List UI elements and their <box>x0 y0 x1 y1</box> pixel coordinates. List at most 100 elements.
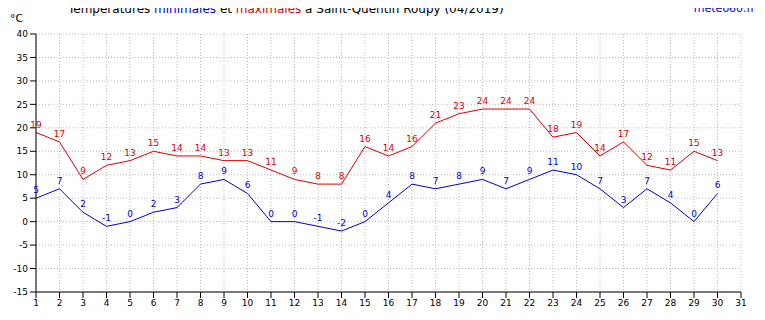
svg-text:21: 21 <box>430 110 441 120</box>
svg-text:3: 3 <box>174 195 180 205</box>
svg-text:19: 19 <box>453 298 465 308</box>
svg-text:24: 24 <box>571 298 583 308</box>
svg-text:8: 8 <box>198 298 204 308</box>
svg-text:4: 4 <box>668 190 674 200</box>
svg-text:7: 7 <box>174 298 180 308</box>
svg-text:14: 14 <box>594 143 606 153</box>
svg-text:17: 17 <box>54 129 65 139</box>
svg-text:-1: -1 <box>102 213 111 223</box>
svg-text:1: 1 <box>33 298 39 308</box>
svg-text:16: 16 <box>383 298 395 308</box>
svg-text:23: 23 <box>547 298 558 308</box>
svg-text:25: 25 <box>594 298 605 308</box>
svg-text:20: 20 <box>477 298 489 308</box>
svg-text:11: 11 <box>547 157 558 167</box>
svg-text:2: 2 <box>80 199 86 209</box>
svg-text:5: 5 <box>22 193 28 203</box>
svg-text:22: 22 <box>524 298 535 308</box>
svg-text:21: 21 <box>500 298 511 308</box>
svg-text:24: 24 <box>524 96 536 106</box>
svg-text:5: 5 <box>33 185 39 195</box>
svg-text:5: 5 <box>127 298 133 308</box>
svg-text:8: 8 <box>409 171 415 181</box>
svg-text:0: 0 <box>362 209 368 219</box>
svg-text:11: 11 <box>665 157 676 167</box>
svg-text:30: 30 <box>17 76 29 86</box>
svg-text:7: 7 <box>57 176 63 186</box>
svg-text:9: 9 <box>80 166 86 176</box>
svg-text:9: 9 <box>221 298 227 308</box>
svg-text:11: 11 <box>265 298 276 308</box>
svg-text:17: 17 <box>618 129 629 139</box>
svg-text:13: 13 <box>312 298 323 308</box>
svg-text:26: 26 <box>618 298 630 308</box>
svg-text:13: 13 <box>242 148 253 158</box>
svg-text:0: 0 <box>127 209 133 219</box>
svg-text:7: 7 <box>503 176 509 186</box>
svg-text:-15: -15 <box>13 287 28 297</box>
svg-text:4: 4 <box>386 190 392 200</box>
svg-text:14: 14 <box>195 143 207 153</box>
svg-text:29: 29 <box>688 298 700 308</box>
svg-text:0: 0 <box>691 209 697 219</box>
svg-text:-2: -2 <box>337 218 346 228</box>
svg-text:9: 9 <box>292 166 298 176</box>
svg-text:8: 8 <box>456 171 462 181</box>
svg-text:17: 17 <box>406 298 417 308</box>
svg-text:27: 27 <box>641 298 652 308</box>
svg-text:10: 10 <box>571 162 583 172</box>
svg-text:15: 15 <box>17 146 28 156</box>
svg-text:4: 4 <box>104 298 110 308</box>
svg-text:12: 12 <box>101 152 112 162</box>
svg-text:0: 0 <box>292 209 298 219</box>
svg-text:-10: -10 <box>13 264 28 274</box>
svg-text:11: 11 <box>265 157 276 167</box>
svg-text:12: 12 <box>289 298 300 308</box>
svg-text:3: 3 <box>80 298 86 308</box>
svg-text:18: 18 <box>430 298 442 308</box>
svg-text:7: 7 <box>644 176 650 186</box>
svg-text:14: 14 <box>336 298 348 308</box>
svg-text:9: 9 <box>527 166 533 176</box>
svg-text:0: 0 <box>268 209 274 219</box>
svg-text:2: 2 <box>57 298 63 308</box>
svg-text:10: 10 <box>17 170 29 180</box>
svg-text:30: 30 <box>712 298 724 308</box>
svg-text:12: 12 <box>641 152 652 162</box>
svg-text:18: 18 <box>547 124 559 134</box>
svg-text:7: 7 <box>433 176 439 186</box>
svg-text:24: 24 <box>500 96 512 106</box>
svg-text:23: 23 <box>453 101 464 111</box>
svg-text:14: 14 <box>383 143 395 153</box>
svg-text:3: 3 <box>621 195 627 205</box>
svg-text:28: 28 <box>665 298 677 308</box>
svg-text:19: 19 <box>30 120 42 130</box>
svg-text:8: 8 <box>339 171 345 181</box>
svg-text:20: 20 <box>17 123 29 133</box>
svg-text:40: 40 <box>17 29 29 39</box>
svg-text:8: 8 <box>315 171 321 181</box>
svg-text:13: 13 <box>124 148 135 158</box>
svg-text:16: 16 <box>406 134 418 144</box>
svg-text:16: 16 <box>359 134 371 144</box>
svg-text:9: 9 <box>221 166 227 176</box>
svg-text:19: 19 <box>571 120 583 130</box>
svg-text:6: 6 <box>715 180 721 190</box>
svg-text:15: 15 <box>148 138 159 148</box>
svg-text:24: 24 <box>477 96 489 106</box>
svg-text:2: 2 <box>151 199 157 209</box>
svg-text:25: 25 <box>17 100 28 110</box>
svg-text:14: 14 <box>171 143 183 153</box>
svg-text:13: 13 <box>712 148 723 158</box>
svg-text:10: 10 <box>242 298 254 308</box>
svg-text:13: 13 <box>218 148 229 158</box>
svg-text:6: 6 <box>245 180 251 190</box>
svg-text:6: 6 <box>151 298 157 308</box>
svg-text:7: 7 <box>597 176 603 186</box>
svg-text:15: 15 <box>359 298 370 308</box>
svg-text:9: 9 <box>480 166 486 176</box>
svg-text:35: 35 <box>17 53 28 63</box>
svg-text:8: 8 <box>198 171 204 181</box>
svg-text:-1: -1 <box>314 213 323 223</box>
svg-text:0: 0 <box>22 217 28 227</box>
